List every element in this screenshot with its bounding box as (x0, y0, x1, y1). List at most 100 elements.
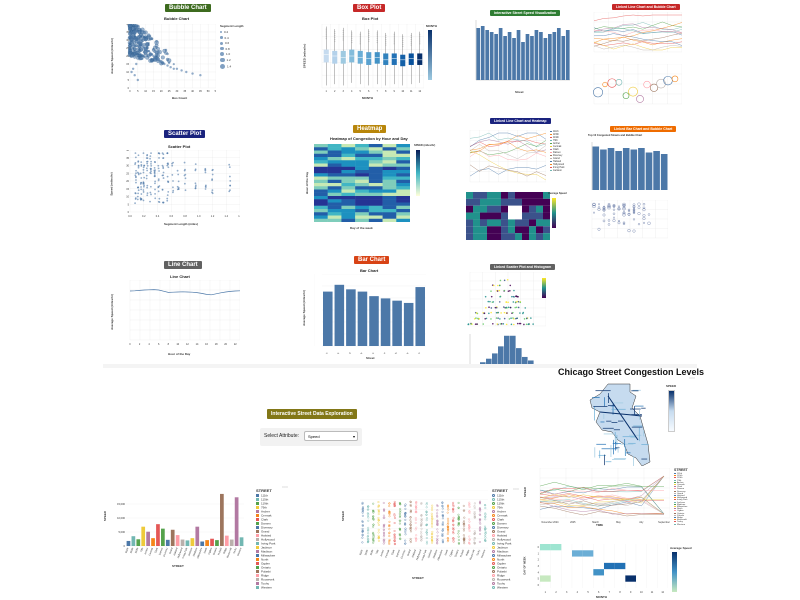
strip-legend-item[interactable]: North (492, 557, 511, 562)
strip-legend-item[interactable]: Ogden (492, 561, 511, 566)
expl-legend-item[interactable]: 119th (256, 501, 275, 506)
bl-legend-item[interactable]: 119th (674, 477, 687, 479)
lh-legend-item[interactable]: Grand (550, 157, 564, 160)
lh-legend-item[interactable]: Archer (550, 142, 564, 145)
expl-legend-item[interactable]: Ontario (256, 565, 275, 570)
expl-legend-item[interactable]: Grand (256, 529, 275, 534)
strip-legend-item[interactable]: Western (492, 585, 511, 590)
expl-legend-item[interactable]: 79th (256, 505, 275, 510)
expl-legend-item[interactable]: Damen (256, 521, 275, 526)
strip-legend-item[interactable]: Cermak (492, 513, 511, 518)
bl-legend-item[interactable]: Ridge (674, 517, 687, 519)
bl-legend-item[interactable]: 115th (674, 475, 687, 477)
ls-scatter-point (497, 311, 500, 314)
lh-line-series (469, 144, 546, 159)
expl-legend-item[interactable]: 115th (256, 497, 275, 502)
heatmap-cell (368, 212, 383, 216)
lh-legend-item[interactable]: Jackson (550, 169, 564, 172)
expl-legend-item[interactable]: Western (256, 585, 275, 590)
strip-legend-item[interactable]: Ridge (492, 573, 511, 578)
bl-legend-item[interactable]: Jackson (674, 502, 687, 504)
bl-legend-item[interactable]: Irving Park (674, 499, 687, 501)
expl-legend-item[interactable]: Cermak (256, 513, 275, 518)
strip-point (484, 525, 487, 528)
expl-legend-item[interactable]: Roosevelt (256, 577, 275, 582)
bl-legend-item[interactable]: Madison (674, 504, 687, 506)
strip-legend-item[interactable]: Touhy (492, 581, 511, 586)
bl-legend-item[interactable]: Ogden (674, 510, 687, 512)
expl-legend-item[interactable]: Jackson (256, 545, 275, 550)
strip-legend-item[interactable]: 79th (492, 505, 511, 510)
bl-legend-item[interactable]: Ontario (674, 513, 687, 515)
expl-legend-item[interactable]: Halsted (256, 533, 275, 538)
strip-legend-item[interactable]: Diversey (492, 525, 511, 530)
strip-legend-item[interactable]: Clark (492, 517, 511, 522)
lh-legend-item[interactable]: Damen (550, 151, 564, 154)
bl-legend-item[interactable]: Halsted (674, 495, 687, 497)
strip-legend-item[interactable]: Roosevelt (492, 577, 511, 582)
strip-legend-item[interactable]: Madison (492, 549, 511, 554)
scatter-point (153, 160, 156, 163)
strip-legend-item[interactable]: 111th (492, 493, 511, 498)
bl-legend-item[interactable]: Damen (674, 488, 687, 490)
bl-legend-item[interactable]: Touhy (674, 521, 687, 523)
expl-legend-item[interactable]: Archer (256, 509, 275, 514)
attribute-select[interactable]: Speed ▾ (304, 431, 358, 441)
lh-legend-item[interactable]: 79th (550, 139, 564, 142)
bl-legend-item[interactable]: Pulaski (674, 515, 687, 517)
strip-legend-item[interactable]: Jackson (492, 545, 511, 550)
legend-label: 119th (677, 477, 683, 480)
strip-legend-item[interactable]: Grand (492, 529, 511, 534)
expl-legend-item[interactable]: Diversey (256, 525, 275, 530)
bl-legend-item[interactable]: Milwaukee (674, 506, 687, 508)
linked-line-series (593, 22, 682, 43)
lh-legend-item[interactable]: Irving Park (550, 166, 564, 169)
expl-legend-item[interactable]: Ogden (256, 561, 275, 566)
expl-legend-item[interactable]: North (256, 557, 275, 562)
map-menu-icon[interactable]: ⋯ (689, 376, 695, 382)
strip-legend-item[interactable]: Archer (492, 509, 511, 514)
expl-legend-item[interactable]: Ridge (256, 573, 275, 578)
bl-legend-item[interactable]: North (674, 508, 687, 510)
lh-legend-item[interactable]: Cermak (550, 145, 564, 148)
lh-legend-item[interactable]: 115th (550, 133, 564, 136)
lh-legend-item[interactable]: Clark (550, 148, 564, 151)
lh-legend-item[interactable]: 111th (550, 130, 564, 133)
lh-legend-item[interactable]: Diversey (550, 154, 564, 157)
bl-legend-item[interactable]: Cermak (674, 484, 687, 486)
lh-legend-item[interactable]: 119th (550, 136, 564, 139)
bl-legend-item[interactable]: Diversey (674, 491, 687, 493)
bubble-xtick: 25 (168, 90, 171, 93)
expl-legend-item[interactable]: Clark (256, 517, 275, 522)
bl-legend-item[interactable]: Roosevelt (674, 519, 687, 521)
exploration-menu-icon[interactable]: ⋯ (282, 485, 288, 491)
bl-legend-item[interactable]: Clark (674, 486, 687, 488)
lh-legend-item[interactable]: Hollywood (550, 163, 564, 166)
expl-legend-item[interactable]: 111th (256, 493, 275, 498)
bl-legend-item[interactable]: Hollywood (674, 497, 687, 499)
strip-point (398, 522, 401, 525)
strip-legend-item[interactable]: Hollywood (492, 537, 511, 542)
bl-legend-item[interactable]: 79th (674, 480, 687, 482)
bar-chart-bar (403, 302, 414, 346)
strip-legend-item[interactable]: Damen (492, 521, 511, 526)
strip-legend-item[interactable]: Ontario (492, 565, 511, 570)
expl-legend-item[interactable]: Touhy (256, 581, 275, 586)
expl-legend-item[interactable]: Milwaukee (256, 553, 275, 558)
bl-legend-item[interactable]: Archer (674, 482, 687, 484)
strip-legend-item[interactable]: Milwaukee (492, 553, 511, 558)
strip-legend-item[interactable]: 119th (492, 501, 511, 506)
expl-legend-item[interactable]: Pulaski (256, 569, 275, 574)
bl-legend-item[interactable]: Grand (674, 493, 687, 495)
bl-legend-item[interactable]: Western (674, 524, 687, 526)
expl-legend-item[interactable]: Hollywood (256, 537, 275, 542)
linked-line-menu-icon[interactable]: ⋯ (513, 487, 519, 493)
lh-legend-item[interactable]: Halsted (550, 160, 564, 163)
strip-legend-item[interactable]: Halsted (492, 533, 511, 538)
expl-legend-item[interactable]: Irving Park (256, 541, 275, 546)
strip-legend-item[interactable]: Irving Park (492, 541, 511, 546)
expl-legend-item[interactable]: Madison (256, 549, 275, 554)
bl-legend-item[interactable]: 111th (674, 473, 687, 475)
strip-legend-item[interactable]: Pulaski (492, 569, 511, 574)
strip-legend-item[interactable]: 115th (492, 497, 511, 502)
